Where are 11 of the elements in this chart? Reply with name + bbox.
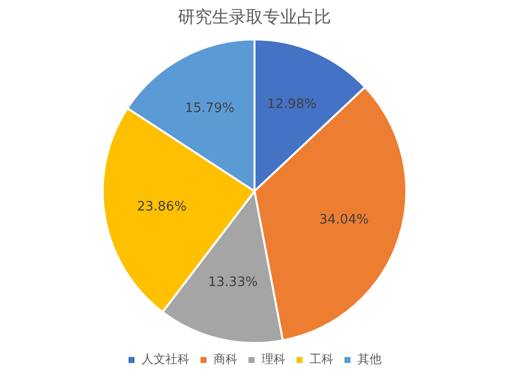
legend-label: 理科 <box>262 352 286 366</box>
legend-label: 其他 <box>358 352 382 366</box>
data-label: 34.04% <box>319 212 369 228</box>
legend-label: 商科 <box>214 352 238 366</box>
legend-label: 人文社科 <box>142 352 190 366</box>
data-label: 15.79% <box>184 100 234 116</box>
data-label: 23.86% <box>136 200 187 215</box>
legend-label: 工科 <box>310 352 334 366</box>
data-label: 12.98% <box>267 97 317 112</box>
chart-title: 研究生录取专业占比 <box>178 8 331 28</box>
data-label: 13.33% <box>208 275 258 290</box>
